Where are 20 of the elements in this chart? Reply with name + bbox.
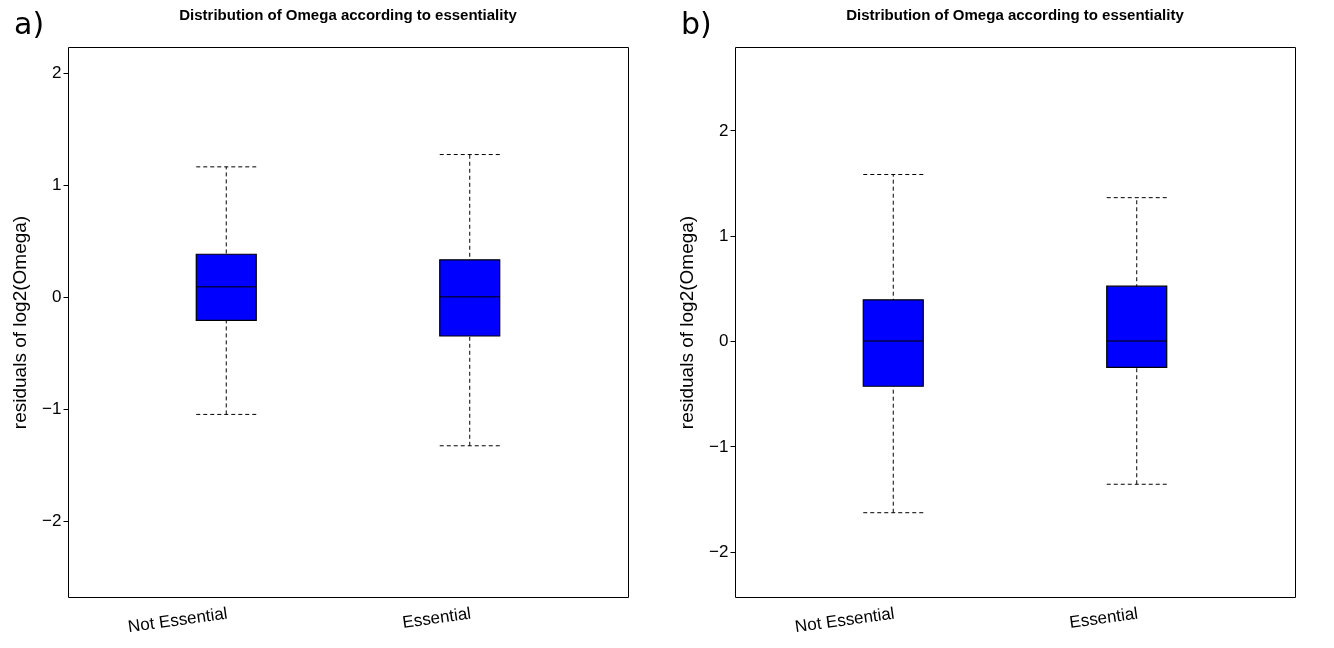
y-tick-label: 1 (719, 226, 729, 246)
y-tick-label: 1 (52, 175, 62, 195)
x-tick-label: Essential (1068, 603, 1140, 632)
y-tick-label: 0 (52, 287, 62, 307)
y-tick-label: −2 (42, 511, 62, 531)
y-tick-label: 2 (719, 120, 729, 140)
text: a) (14, 6, 45, 41)
x-tick-label: Essential (401, 603, 473, 632)
y-tick-label: −2 (709, 542, 729, 562)
y-tick-label: 0 (719, 331, 729, 351)
y-axis-title: residuals of log2(Omega) (9, 215, 31, 430)
x-tick-label: Not Essential (126, 603, 229, 637)
text: b) (681, 6, 712, 41)
y-tick-label: −1 (42, 399, 62, 419)
y-tick-label: 2 (52, 63, 62, 83)
y-tick-label: −1 (709, 436, 729, 456)
x-tick-label: Not Essential (793, 603, 896, 637)
chart-title: Distribution of Omega according to essentiality (846, 6, 1185, 23)
chart-title: Distribution of Omega according to essentiality (179, 6, 518, 23)
y-axis-title: residuals of log2(Omega) (676, 215, 698, 430)
